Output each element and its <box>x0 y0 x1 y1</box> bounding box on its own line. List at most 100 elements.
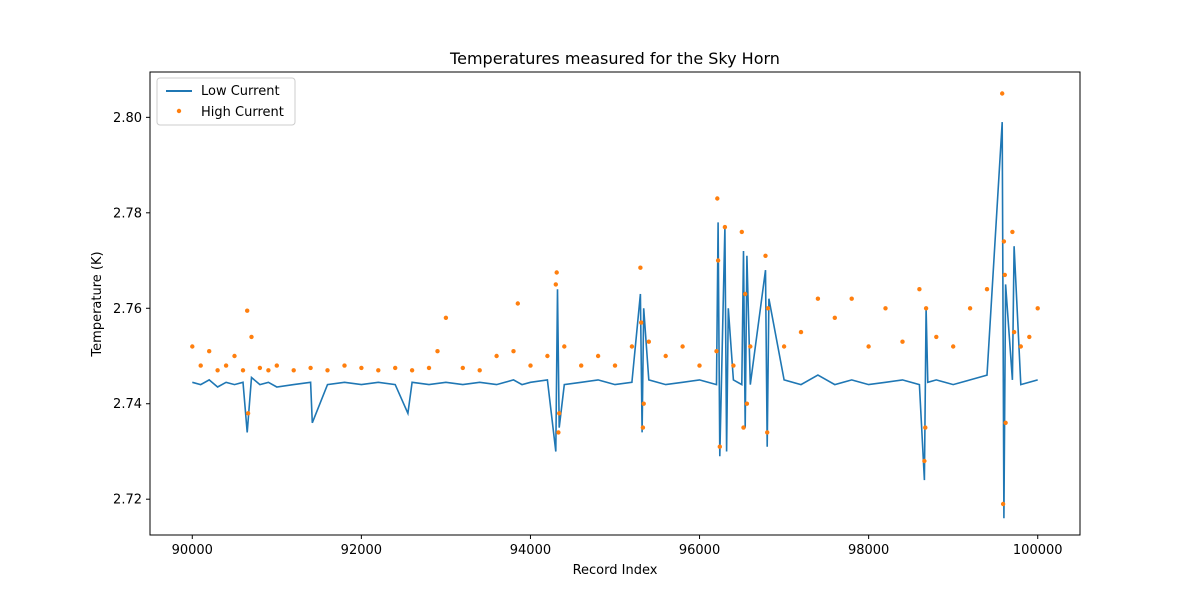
legend-label-low-current: Low Current <box>201 84 280 99</box>
scatter-point-high-current <box>554 270 559 275</box>
scatter-point-high-current <box>1001 239 1007 244</box>
scatter-point-high-current <box>545 353 550 359</box>
scatter-point-high-current <box>900 339 905 344</box>
scatter-point-high-current <box>1000 91 1005 96</box>
scatter-point-high-current <box>638 265 643 270</box>
scatter-point-high-current <box>1018 344 1023 349</box>
scatter-point-high-current <box>646 339 651 344</box>
x-axis-label: Record Index <box>573 563 658 578</box>
scatter-point-high-current <box>1035 306 1040 311</box>
scatter-point-high-current <box>198 363 203 368</box>
scatter-point-high-current <box>923 425 928 430</box>
scatter-point-high-current <box>249 334 254 340</box>
scatter-point-high-current <box>308 365 313 371</box>
scatter-point-high-current <box>717 444 722 449</box>
scatter-point-high-current <box>832 315 837 320</box>
legend-label-high-current: High Current <box>201 105 284 120</box>
y-tick-label: 2.72 <box>113 493 142 508</box>
scatter-point-high-current <box>798 329 804 335</box>
scatter-point-high-current <box>748 344 753 349</box>
scatter-point-high-current <box>274 363 279 368</box>
scatter-point-high-current <box>922 458 927 464</box>
scatter-point-high-current <box>359 365 364 371</box>
scatter-point-high-current <box>245 308 250 313</box>
scatter-point-high-current <box>409 368 415 373</box>
scatter-point-high-current <box>515 301 520 306</box>
scatter-point-high-current <box>426 365 432 371</box>
x-tick-label: 96000 <box>679 543 720 558</box>
scatter-point-high-current <box>325 368 330 373</box>
y-tick-label: 2.78 <box>113 206 142 221</box>
scatter-point-high-current <box>714 349 719 354</box>
y-axis-label: Temperature (K) <box>90 251 105 357</box>
x-tick-label: 98000 <box>848 543 889 558</box>
scatter-point-high-current <box>240 368 246 373</box>
scatter-point-high-current <box>641 401 646 406</box>
scatter-point-high-current <box>765 430 770 435</box>
y-axis: 2.72 2.74 2.76 2.78 2.80 <box>113 111 150 508</box>
scatter-point-high-current <box>435 349 440 354</box>
scatter-point-high-current <box>731 363 736 368</box>
y-tick-label: 2.80 <box>113 111 142 126</box>
scatter-point-high-current <box>923 306 929 311</box>
scatter-point-high-current <box>1003 420 1008 425</box>
chart-title: Temperatures measured for the Sky Horn <box>449 49 780 68</box>
scatter-point-high-current <box>722 224 728 230</box>
scatter-point-high-current <box>715 196 720 201</box>
scatter-point-high-current <box>460 365 465 371</box>
scatter-point-high-current <box>556 430 561 435</box>
scatter-point-high-current <box>215 368 220 373</box>
scatter-point-high-current <box>967 306 973 311</box>
scatter-point-high-current <box>763 253 768 258</box>
scatter-point-high-current <box>494 353 499 359</box>
y-tick-label: 2.76 <box>113 302 142 317</box>
scatter-point-high-current <box>739 229 744 235</box>
scatter-point-high-current <box>376 368 381 373</box>
scatter-point-high-current <box>741 425 746 430</box>
scatter-point-high-current <box>781 344 787 349</box>
legend-box <box>156 77 296 126</box>
scatter-point-high-current <box>715 258 721 263</box>
scatter-point-high-current <box>849 296 854 301</box>
x-tick-label: 90000 <box>172 543 213 558</box>
scatter-point-high-current <box>223 363 229 368</box>
scatter-point-high-current <box>744 401 750 406</box>
scatter-point-high-current <box>1010 229 1015 235</box>
legend: Low Current High Current <box>156 77 296 126</box>
scatter-point-high-current <box>232 353 237 359</box>
scatter-point-high-current <box>883 306 888 311</box>
x-tick-label: 92000 <box>341 543 382 558</box>
scatter-point-high-current <box>697 363 702 368</box>
x-axis: 90000 92000 94000 96000 98000 100000 <box>172 535 1063 558</box>
scatter-point-high-current <box>639 320 644 325</box>
scatter-point-high-current <box>1002 272 1007 278</box>
scatter-point-high-current <box>557 411 562 416</box>
scatter-point-high-current <box>207 349 212 354</box>
series-line-low-current <box>192 122 1038 519</box>
scatter-point-high-current <box>342 363 347 368</box>
scatter-point-high-current <box>917 287 922 292</box>
y-tick-label: 2.74 <box>113 397 142 412</box>
x-tick-label: 100000 <box>1013 543 1063 558</box>
scatter-point-high-current <box>477 368 482 373</box>
scatter-point-high-current <box>1000 501 1006 507</box>
scatter-point-high-current <box>511 349 516 354</box>
plot-content <box>190 91 1040 519</box>
scatter-point-high-current <box>743 291 748 297</box>
scatter-point-high-current <box>393 365 398 371</box>
x-tick-label: 94000 <box>510 543 551 558</box>
scatter-point-high-current <box>680 344 685 349</box>
scatter-point-high-current <box>553 282 558 287</box>
scatter-point-high-current <box>190 344 195 349</box>
scatter-point-high-current <box>951 344 956 349</box>
legend-dot-marker <box>176 108 182 114</box>
scatter-point-high-current <box>562 344 567 349</box>
scatter-point-high-current <box>579 363 584 368</box>
scatter-point-high-current <box>984 287 990 292</box>
scatter-point-high-current <box>528 363 533 368</box>
scatter-point-high-current <box>291 368 296 373</box>
scatter-point-high-current <box>1027 334 1032 340</box>
scatter-point-high-current <box>640 425 646 430</box>
